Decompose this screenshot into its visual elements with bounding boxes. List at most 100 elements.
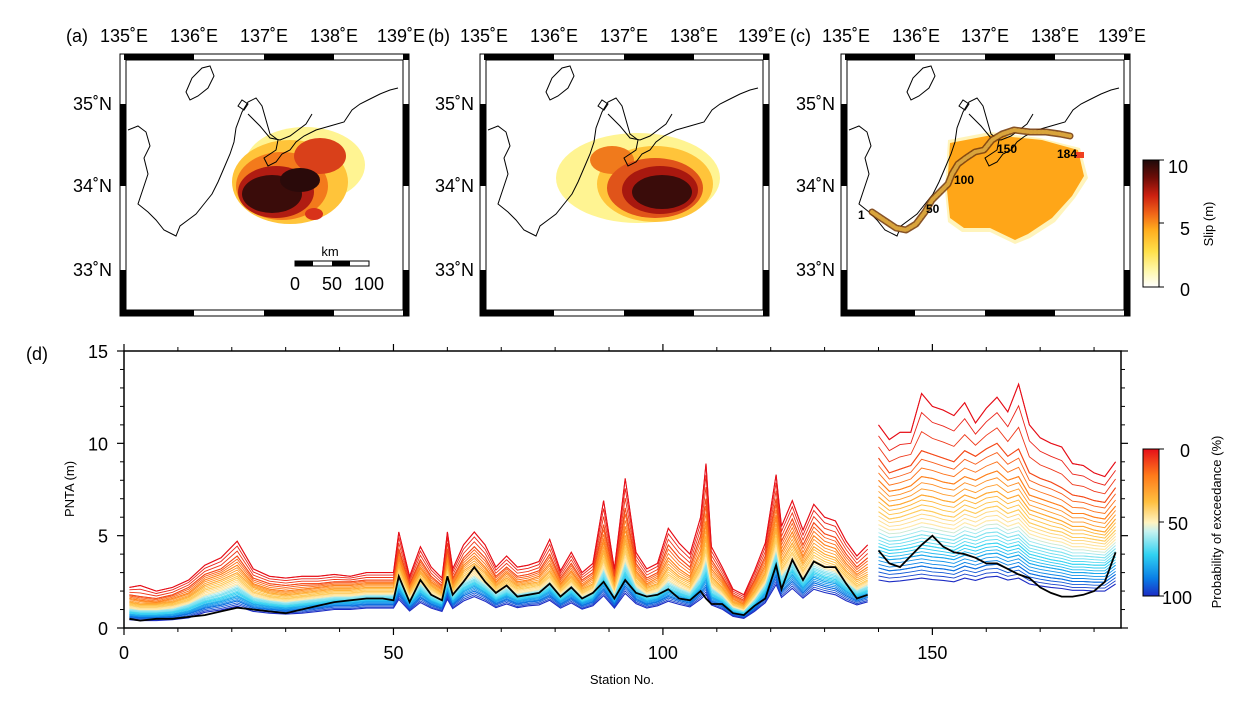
lon-tick: 139˚E	[377, 26, 425, 46]
exceedance-line-interp	[129, 514, 1116, 611]
lat-ticks-b: 35˚N 34˚N 33˚N	[435, 94, 474, 280]
lat-tick: 33˚N	[73, 260, 112, 280]
exceedance-line-interp	[129, 571, 1116, 621]
observed-series	[129, 534, 1117, 622]
map-frame-segment	[845, 54, 915, 60]
lon-tick: 136˚E	[892, 26, 940, 46]
scalebar-unit: km	[321, 244, 338, 259]
exceedance-line-interp	[129, 404, 1116, 598]
map-frame-segment	[763, 54, 769, 60]
lat-tick: 34˚N	[435, 176, 474, 196]
map-frame-segment	[264, 54, 334, 60]
lat-tick: 35˚N	[73, 94, 112, 114]
slip-field-c	[945, 132, 1088, 244]
x-tick-label: 150	[917, 643, 947, 663]
coastline-segment	[597, 99, 609, 111]
map-a-content	[127, 65, 399, 237]
lon-ticks-a: 135˚E 136˚E 137˚E 138˚E 139˚E	[100, 26, 425, 46]
exceedance-line-interp	[129, 484, 1116, 606]
map-frame-c	[840, 53, 1131, 317]
slip-colorbar-tick: 10	[1168, 157, 1188, 177]
map-frame-segment	[1124, 54, 1130, 60]
probability-colorbar-tick: 50	[1168, 514, 1188, 534]
map-frame-segment	[403, 270, 409, 316]
x-tick-label: 50	[383, 643, 403, 663]
exceedance-line-70pct	[129, 542, 1116, 615]
y-axis: 0 5 10 15	[88, 342, 1128, 639]
map-frame-a	[119, 53, 410, 317]
map-panel-c: 1 50 100 150 184	[840, 53, 1131, 317]
exceedance-line-50pct	[129, 519, 1116, 612]
lat-tick: 35˚N	[435, 94, 474, 114]
lon-tick: 135˚E	[822, 26, 870, 46]
lon-ticks-c: 135˚E 136˚E 137˚E 138˚E 139˚E	[822, 26, 1146, 46]
coastline-segment	[968, 113, 1034, 141]
y-axis-label: PNTA (m)	[62, 461, 77, 517]
pnta-plot: 0 50 100 150 0 5 10 15 Station No. PNTA (m)	[62, 342, 1128, 687]
x-tick-label: 0	[119, 643, 129, 663]
map-frame-segment	[841, 306, 847, 316]
lat-tick: 33˚N	[796, 260, 835, 280]
map-frame-segment	[120, 270, 126, 316]
lat-ticks-a: 35˚N 34˚N 33˚N	[73, 94, 112, 280]
map-frame-segment	[403, 306, 409, 316]
exceedance-line-interp	[129, 510, 1116, 610]
lon-tick: 138˚E	[1031, 26, 1079, 46]
exceedance-line-80pct	[129, 552, 1116, 617]
exceedance-line-interp	[129, 527, 1116, 612]
map-frame-segment	[124, 54, 194, 60]
map-frame-segment	[403, 104, 409, 186]
lon-tick: 137˚E	[600, 26, 648, 46]
exceedance-line-interp	[129, 477, 1116, 606]
lat-tick: 34˚N	[73, 176, 112, 196]
lon-tick: 136˚E	[170, 26, 218, 46]
coastline-c	[848, 65, 1120, 237]
probability-colorbar-tick: 0	[1180, 441, 1190, 461]
exceedance-line-40pct	[129, 505, 1116, 610]
lon-tick: 138˚E	[670, 26, 718, 46]
lon-tick: 139˚E	[738, 26, 786, 46]
slip-colorbar-tick: 5	[1180, 219, 1190, 239]
exceedance-line-interp	[129, 452, 1116, 603]
exceedance-line-10pct	[129, 442, 1117, 602]
map-frame-segment	[264, 310, 334, 316]
map-frame-segment	[624, 310, 694, 316]
exceedance-line-interp	[129, 461, 1116, 604]
lat-tick: 35˚N	[796, 94, 835, 114]
probability-colorbar-tick: 100	[1162, 588, 1192, 608]
map-frame-segment	[484, 310, 554, 316]
lon-ticks-b: 135˚E 136˚E 137˚E 138˚E 139˚E	[460, 26, 786, 46]
exceedance-line-20pct	[129, 470, 1117, 605]
scalebar-tick: 0	[290, 274, 300, 294]
lon-tick: 136˚E	[530, 26, 578, 46]
slip-colorbar-label: Slip (m)	[1201, 202, 1216, 247]
map-frame-segment	[124, 310, 194, 316]
observed-line	[129, 534, 1117, 622]
x-tick-label: 100	[648, 643, 678, 663]
slip-colorbar-tick: 0	[1180, 280, 1190, 300]
lon-tick: 135˚E	[460, 26, 508, 46]
lon-tick: 137˚E	[240, 26, 288, 46]
map-panel-a	[119, 53, 410, 317]
x-axis-label: Station No.	[590, 672, 654, 687]
slip-colorbar: 10 5 0 Slip (m)	[1142, 157, 1216, 300]
slip-field-a	[232, 127, 365, 224]
map-frame-segment	[841, 270, 847, 316]
lon-tick: 135˚E	[100, 26, 148, 46]
y-tick-label: 0	[98, 619, 108, 639]
panel-label-d: (d)	[26, 344, 48, 364]
lat-tick: 33˚N	[435, 260, 474, 280]
exceedance-line-30pct	[129, 490, 1117, 607]
x-axis: 0 50 100 150	[119, 344, 1095, 663]
map-frame-segment	[624, 54, 694, 60]
map-frame-segment	[480, 270, 486, 316]
probability-colorbar: 0 50 100 Probability of exceedance (%)	[1142, 436, 1224, 608]
lon-tick: 139˚E	[1098, 26, 1146, 46]
exceedance-line-100pct	[129, 575, 1116, 622]
coastline-segment	[607, 113, 673, 141]
map-panel-b	[479, 53, 770, 317]
map-frame-segment	[763, 104, 769, 186]
exceedance-line-interp	[129, 523, 1116, 612]
map-frame-segment	[763, 270, 769, 316]
